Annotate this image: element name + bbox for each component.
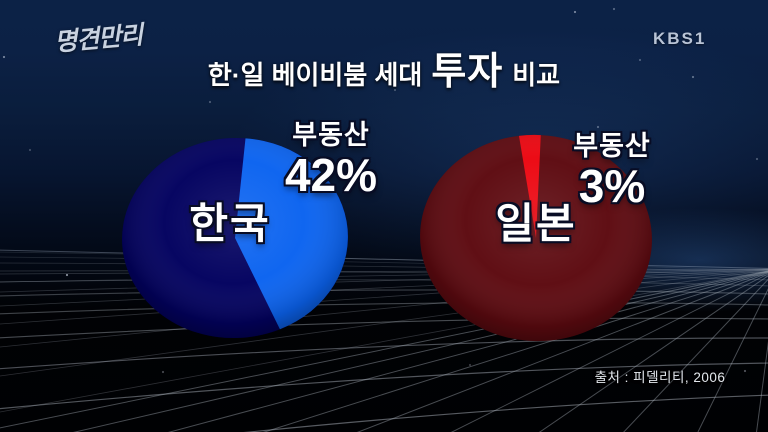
chart-title-prefix: 한·일 베이비붐 세대	[207, 60, 423, 90]
chart-title: 한·일 베이비붐 세대 투자 비교	[0, 40, 768, 95]
japan-slice-annotation: 부동산 3%	[537, 131, 687, 212]
korea-slice-label: 부동산	[292, 120, 370, 150]
japan-slice-value: 3%	[578, 160, 646, 212]
japan-pie-label: 일본	[495, 200, 577, 247]
japan-pie-chart	[420, 134, 652, 342]
chart-title-emphasis: 투자	[431, 51, 504, 93]
chart-title-suffix: 비교	[512, 60, 561, 90]
korea-pie-chart	[122, 137, 348, 339]
source-note: 출처 : 피델리티, 2006	[594, 370, 726, 385]
channel-logo-kbs1: KBS1	[653, 29, 707, 48]
korea-slice-annotation: 부동산 42%	[256, 120, 406, 201]
korea-slice-value: 42%	[284, 149, 378, 201]
japan-slice-label: 부동산	[573, 131, 651, 161]
korea-pie-label: 한국	[189, 200, 271, 247]
